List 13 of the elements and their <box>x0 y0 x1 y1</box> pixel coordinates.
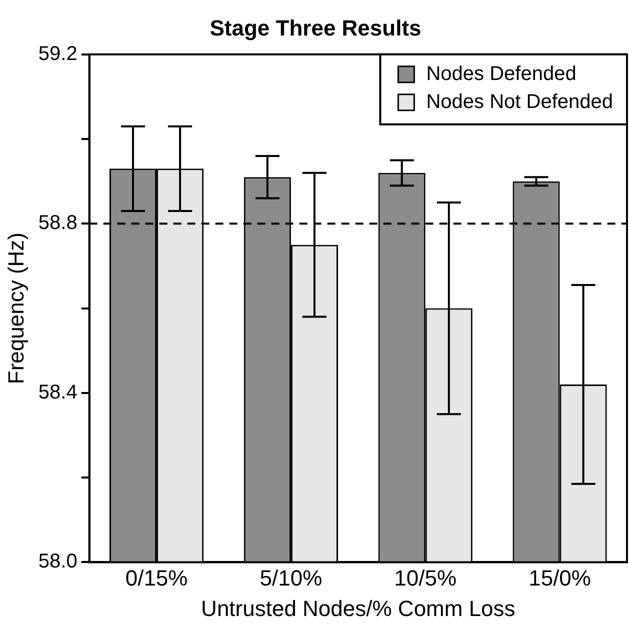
x-tick-label: 0/15% <box>125 565 188 590</box>
chart-title: Stage Three Results <box>210 15 422 40</box>
x-tick-label: 15/0% <box>528 565 591 590</box>
x-tick-label: 5/10% <box>260 565 322 590</box>
y-axis-title: Frequency (Hz) <box>3 232 28 384</box>
x-axis-title: Untrusted Nodes/% Comm Loss <box>201 596 516 621</box>
legend-label: Nodes Defended <box>426 62 576 85</box>
legend-label: Nodes Not Defended <box>426 90 614 113</box>
y-tick-label: 58.8 <box>38 212 78 234</box>
y-tick-label: 58.4 <box>38 381 78 404</box>
y-tick-label: 59.2 <box>38 42 78 65</box>
y-tick-label: 58.0 <box>38 550 78 573</box>
x-tick-label: 10/5% <box>394 565 457 590</box>
